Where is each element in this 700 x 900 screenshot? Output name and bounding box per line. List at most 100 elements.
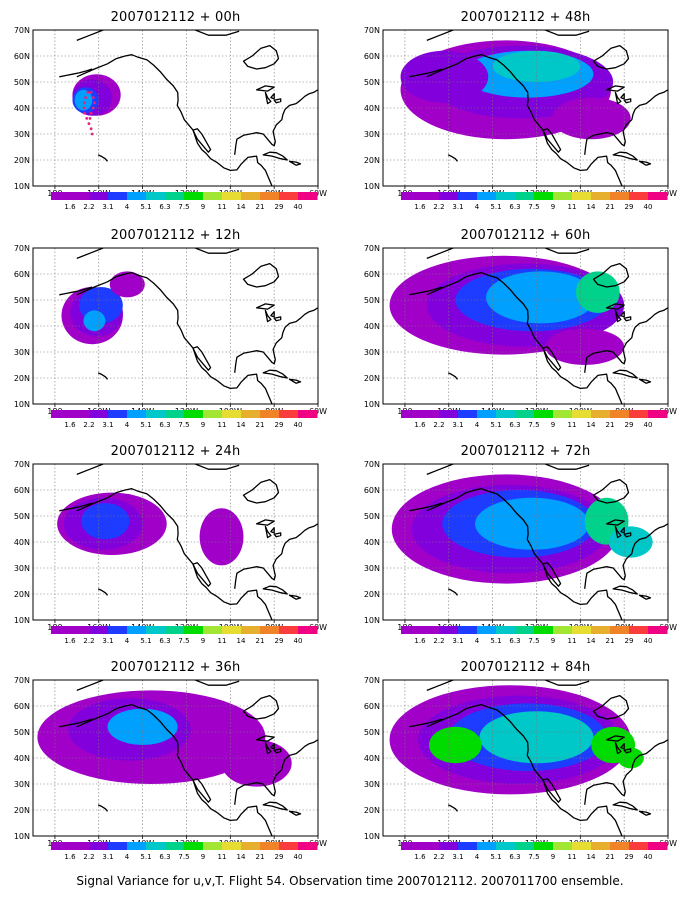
flight-track-point bbox=[85, 117, 89, 120]
coastline bbox=[447, 588, 458, 596]
coastline bbox=[592, 694, 630, 720]
latitude-label: 40N bbox=[364, 104, 380, 113]
colorbar-swatch bbox=[146, 626, 166, 634]
colorbar-swatch bbox=[165, 842, 185, 850]
flight-track-point bbox=[91, 96, 95, 99]
colorbar-label: 6.3 bbox=[509, 421, 520, 429]
colorbar-label: 3.1 bbox=[452, 421, 463, 429]
coastline bbox=[234, 523, 318, 589]
colorbar-label: 2.2 bbox=[83, 203, 94, 211]
colorbar-label: 4 bbox=[475, 637, 480, 645]
colorbar-label: 5.1 bbox=[140, 637, 151, 645]
coastline bbox=[264, 91, 272, 105]
colorbar-label: 4 bbox=[125, 421, 130, 429]
colorbar-swatch bbox=[70, 842, 90, 850]
colorbar-label: 2.2 bbox=[83, 637, 94, 645]
coastline bbox=[544, 248, 590, 254]
variance-contour bbox=[475, 497, 590, 550]
latitude-label: 10N bbox=[364, 400, 380, 409]
latitude-label: 30N bbox=[364, 348, 380, 357]
coastline bbox=[605, 735, 625, 742]
colorbar-swatch bbox=[108, 192, 128, 200]
colorbar-swatch bbox=[401, 410, 421, 418]
colorbar-swatch bbox=[610, 626, 630, 634]
colorbar-swatch bbox=[610, 410, 630, 418]
colorbar-label: 7.5 bbox=[528, 853, 539, 861]
coastline bbox=[605, 303, 625, 310]
colorbar-label: 29 bbox=[275, 853, 284, 861]
coastline bbox=[262, 801, 288, 811]
colorbar-swatch bbox=[298, 192, 318, 200]
coastline bbox=[255, 735, 275, 742]
colorbar-swatch bbox=[458, 192, 478, 200]
colorbar-label: 14 bbox=[587, 421, 596, 429]
coastline bbox=[255, 303, 275, 310]
colorbar-label: 21 bbox=[256, 853, 265, 861]
coastline bbox=[544, 680, 590, 686]
colorbar-swatch bbox=[108, 842, 128, 850]
coastline bbox=[447, 372, 458, 380]
longitude-label: 60W bbox=[659, 839, 677, 848]
flight-track-point bbox=[92, 101, 96, 105]
latitude-label: 30N bbox=[364, 130, 380, 139]
coastline bbox=[288, 810, 302, 816]
variance-map: 10N20N30N40N50N60N70N180160W140W120W100W… bbox=[14, 26, 327, 198]
colorbar-label: 7.5 bbox=[178, 637, 189, 645]
colorbar-label: 40 bbox=[644, 203, 653, 211]
colorbar-swatch bbox=[184, 842, 204, 850]
colorbar-swatch bbox=[260, 626, 280, 634]
colorbar-swatch bbox=[203, 410, 223, 418]
colorbar-swatch bbox=[496, 410, 516, 418]
colorbar-swatch bbox=[420, 192, 440, 200]
colorbar-label: 4 bbox=[125, 203, 130, 211]
coastline bbox=[612, 585, 638, 595]
colorbar-swatch bbox=[51, 410, 71, 418]
colorbar-swatch bbox=[515, 842, 535, 850]
map-frame bbox=[32, 247, 319, 405]
map-canvas: 10N20N30N40N50N60N70N180160W140W120W100W… bbox=[14, 26, 327, 198]
colorbar-label: 4 bbox=[475, 421, 480, 429]
colorbar-label: 11 bbox=[218, 203, 227, 211]
latitude-label: 50N bbox=[364, 728, 380, 737]
colorbar-label: 40 bbox=[294, 637, 303, 645]
latitude-label: 10N bbox=[364, 616, 380, 625]
coastline bbox=[612, 369, 638, 379]
coastline bbox=[584, 739, 668, 805]
colorbar-swatch bbox=[89, 410, 109, 418]
longitude-label: 60W bbox=[659, 623, 677, 632]
flight-track-point bbox=[83, 111, 87, 115]
colorbar-swatch bbox=[458, 410, 478, 418]
colorbar: 1.6 2.2 3.1 4 5.1 6.3 7.5 9 11 14 21 29 40 bbox=[51, 192, 323, 218]
colorbar-label: 29 bbox=[275, 637, 284, 645]
variance-contour bbox=[81, 503, 130, 540]
colorbar-label: 1.6 bbox=[414, 421, 426, 429]
colorbar-swatch bbox=[553, 192, 573, 200]
coastline bbox=[426, 464, 454, 476]
coastline bbox=[273, 98, 282, 104]
coastline bbox=[59, 286, 93, 296]
colorbar-label: 4 bbox=[475, 203, 480, 211]
colorbar-swatch bbox=[401, 192, 421, 200]
colorbar-swatch bbox=[203, 626, 223, 634]
variance-contour bbox=[429, 726, 482, 764]
colorbar-swatch bbox=[401, 842, 421, 850]
colorbar-label: 11 bbox=[568, 203, 577, 211]
coastline bbox=[270, 93, 275, 100]
map-canvas: 10N20N30N40N50N60N70N180160W140W120W100W… bbox=[364, 244, 677, 416]
colorbar-swatch bbox=[477, 410, 497, 418]
colorbar-label: 7.5 bbox=[178, 203, 189, 211]
coastline bbox=[273, 532, 282, 538]
coastline bbox=[288, 594, 302, 600]
colorbar-label: 14 bbox=[587, 853, 596, 861]
variance-contour bbox=[551, 97, 631, 140]
coastline bbox=[592, 478, 630, 504]
colorbar-label: 29 bbox=[625, 853, 634, 861]
latitude-label: 40N bbox=[14, 104, 30, 113]
colorbar-label: 6.3 bbox=[509, 853, 520, 861]
flight-track-point bbox=[89, 127, 93, 131]
map-frame bbox=[382, 463, 669, 621]
colorbar-swatch bbox=[298, 842, 318, 850]
coastline bbox=[620, 527, 625, 534]
colorbar-label: 3.1 bbox=[452, 637, 463, 645]
latitude-label: 30N bbox=[364, 780, 380, 789]
